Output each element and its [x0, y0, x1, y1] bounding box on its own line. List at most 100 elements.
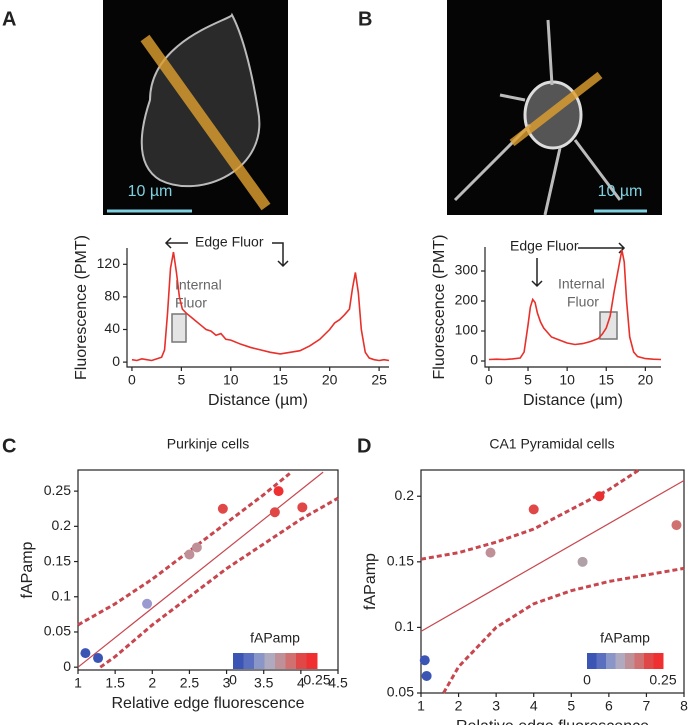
x-tick-label: 6: [605, 698, 613, 714]
axes: [484, 247, 661, 368]
plot-frame: [77, 469, 339, 671]
x-tick-label: 20: [322, 372, 338, 388]
colorbar-cell: [306, 653, 318, 669]
colorbar-tick-label: 0: [583, 672, 591, 688]
x-tick-label: 5: [524, 372, 532, 388]
y-tick-label: 0.05: [387, 684, 414, 700]
ci-upper: [77, 472, 291, 627]
colorbar-cell: [625, 653, 635, 669]
x-tick-label: 0: [485, 372, 493, 388]
colorbar-tick-label: 0.25: [303, 672, 330, 688]
colorbar-cell: [296, 653, 307, 669]
x-tick-label: 15: [598, 372, 614, 388]
point: [671, 520, 682, 531]
y-tick-label: 0.15: [44, 552, 71, 568]
x-tick-label: 15: [272, 372, 288, 388]
x-tick-label: 1: [417, 698, 425, 714]
x-tick-label: 3.5: [254, 675, 274, 691]
colorbar-cell: [285, 653, 297, 669]
colorbar-cell: [243, 653, 255, 669]
fit-line: [420, 479, 685, 632]
y-tick-label: 40: [104, 320, 120, 336]
x-tick-label: 25: [371, 372, 387, 388]
point: [421, 670, 432, 681]
colorbar-label: fAPamp: [600, 630, 650, 646]
internal-box: [171, 313, 187, 343]
annotation: Fluor: [175, 295, 207, 311]
point: [142, 598, 153, 609]
x-tick-label: 5: [567, 698, 575, 714]
y-tick-label: 0.2: [395, 487, 415, 503]
x-axis-label: Distance (µm): [208, 392, 308, 409]
y-axis-label: Fluorescence (PMT): [73, 235, 90, 380]
profile-line: [131, 251, 390, 362]
point: [217, 503, 228, 514]
x-tick-label: 4: [297, 675, 305, 691]
x-axis-label: Distance (µm): [523, 392, 623, 409]
x-tick-label: 3: [223, 675, 231, 691]
colorbar-cell: [233, 653, 244, 669]
y-axis-label: fAPamp: [362, 553, 379, 610]
annotation: Edge Fluor: [510, 238, 579, 254]
x-tick-label: 7: [643, 698, 651, 714]
dendrites: [453, 19, 622, 216]
x-tick-label: 1.5: [105, 675, 125, 691]
y-tick-label: 300: [455, 262, 479, 278]
point: [80, 648, 91, 659]
image-a: [103, 0, 288, 215]
ci-lower: [99, 496, 339, 669]
point: [297, 502, 308, 513]
y-tick-label: 0: [112, 353, 120, 369]
colorbar-cell: [653, 653, 664, 669]
colorbar-cell: [264, 653, 276, 669]
annotation: Internal: [558, 276, 605, 292]
y-tick-label: 0.2: [52, 517, 72, 533]
point: [528, 504, 539, 515]
ci-lower: [442, 566, 685, 694]
y-tick-label: 0: [63, 658, 71, 674]
panel-label: B: [358, 8, 372, 30]
y-tick-label: 200: [455, 292, 479, 308]
annotation: Edge Fluor: [195, 234, 264, 250]
x-tick-label: 20: [638, 372, 654, 388]
scale-bar-label: 10 µm: [128, 183, 173, 200]
y-tick-label: 120: [97, 255, 121, 271]
x-tick-label: 1: [74, 675, 82, 691]
x-tick-label: 8: [680, 698, 688, 714]
colorbar-tick-label: 0.25: [649, 672, 676, 688]
panel-label: A: [2, 8, 16, 30]
colorbar-cell: [634, 653, 645, 669]
arrow: [164, 237, 289, 268]
colorbar-cell: [596, 653, 607, 669]
plot-frame: [420, 469, 685, 694]
x-tick-label: 10: [559, 372, 575, 388]
x-tick-label: 3: [492, 698, 500, 714]
colorbar-cell: [254, 653, 265, 669]
fit-line: [77, 471, 324, 668]
point: [594, 491, 605, 502]
y-tick-label: 0.1: [395, 618, 415, 634]
image-b: [447, 0, 662, 216]
x-tick-label: 4.5: [328, 675, 348, 691]
y-axis-label: Fluorescence (PMT): [431, 235, 448, 380]
point: [191, 542, 202, 553]
colorbar-cell: [615, 653, 626, 669]
y-axis-label: fAPamp: [19, 541, 36, 598]
panel-label: D: [357, 435, 371, 457]
x-axis-label: Relative edge fluorescence: [111, 695, 304, 712]
scan-line: [509, 71, 603, 147]
x-tick-label: 2: [148, 675, 156, 691]
y-tick-label: 100: [455, 322, 479, 338]
x-tick-label: 0: [128, 372, 136, 388]
colorbar-cell: [275, 653, 286, 669]
colorbar-cell: [606, 653, 616, 669]
y-tick-label: 0.05: [44, 623, 71, 639]
colorbar-tick-label: 0: [229, 672, 237, 688]
point: [184, 549, 195, 560]
profile-line: [488, 249, 662, 361]
panel-label: C: [2, 435, 16, 457]
x-axis-label: Relative edge fluorescence: [456, 718, 649, 725]
chart-title: CA1 Pyramidal cells: [489, 436, 614, 452]
x-tick-label: 4: [530, 698, 538, 714]
colorbar-cell: [587, 653, 597, 669]
